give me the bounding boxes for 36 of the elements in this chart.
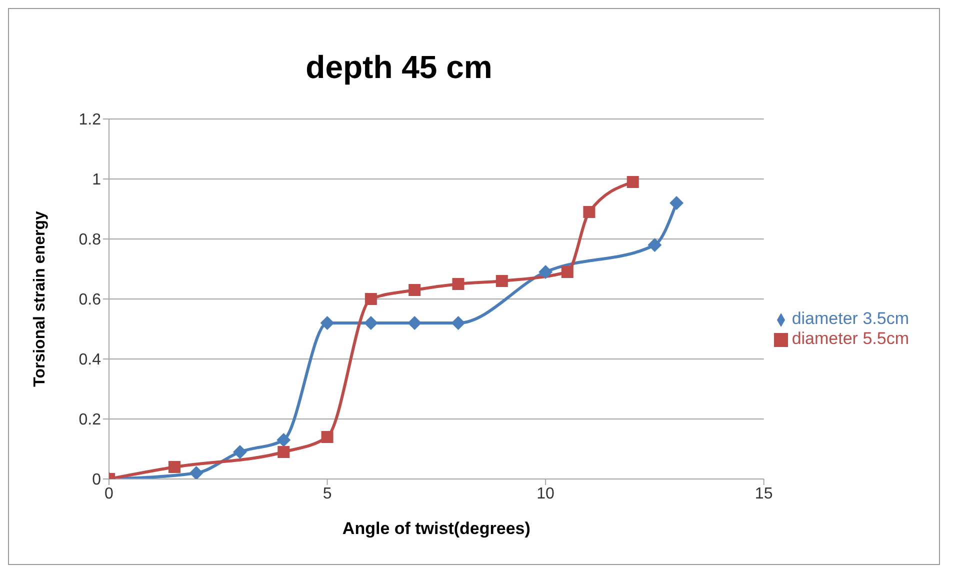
point <box>496 275 508 287</box>
point <box>561 266 574 278</box>
point <box>189 466 204 479</box>
y-tick-label: 1 <box>92 172 102 189</box>
x-tick-label: 15 <box>754 485 773 502</box>
point <box>452 278 464 290</box>
point <box>451 316 466 330</box>
y-tick-label: 1.2 <box>78 112 102 129</box>
point <box>278 446 290 458</box>
x-axis-title: Angle of twist(degrees) <box>342 519 530 538</box>
point <box>168 461 180 473</box>
x-tick-label: 5 <box>322 485 332 502</box>
y-tick-label: 0.6 <box>78 292 102 309</box>
point <box>648 238 662 252</box>
point <box>364 293 377 305</box>
point <box>364 316 378 330</box>
legend-label: diameter 3.5cm <box>792 309 909 328</box>
point <box>276 433 291 447</box>
y-axis-title: Torsional strain energy <box>32 211 49 387</box>
chart-title: depth 45 cm <box>304 49 494 86</box>
point <box>670 196 684 210</box>
y-tick-label: 0.8 <box>78 232 102 249</box>
legend-label: diameter 5.5cm <box>792 329 909 348</box>
y-tick-label: 0.2 <box>78 412 102 429</box>
point <box>626 176 639 188</box>
y-tick-label: 0 <box>92 472 102 489</box>
point <box>583 206 596 218</box>
y-tick-label: 0.4 <box>78 352 102 369</box>
x-tick-label: 0 <box>104 485 114 502</box>
point <box>320 316 334 330</box>
point <box>538 265 553 279</box>
x-tick-label: 10 <box>536 485 555 502</box>
point <box>232 445 247 459</box>
point <box>321 431 334 443</box>
point <box>408 316 422 330</box>
point <box>408 284 421 296</box>
